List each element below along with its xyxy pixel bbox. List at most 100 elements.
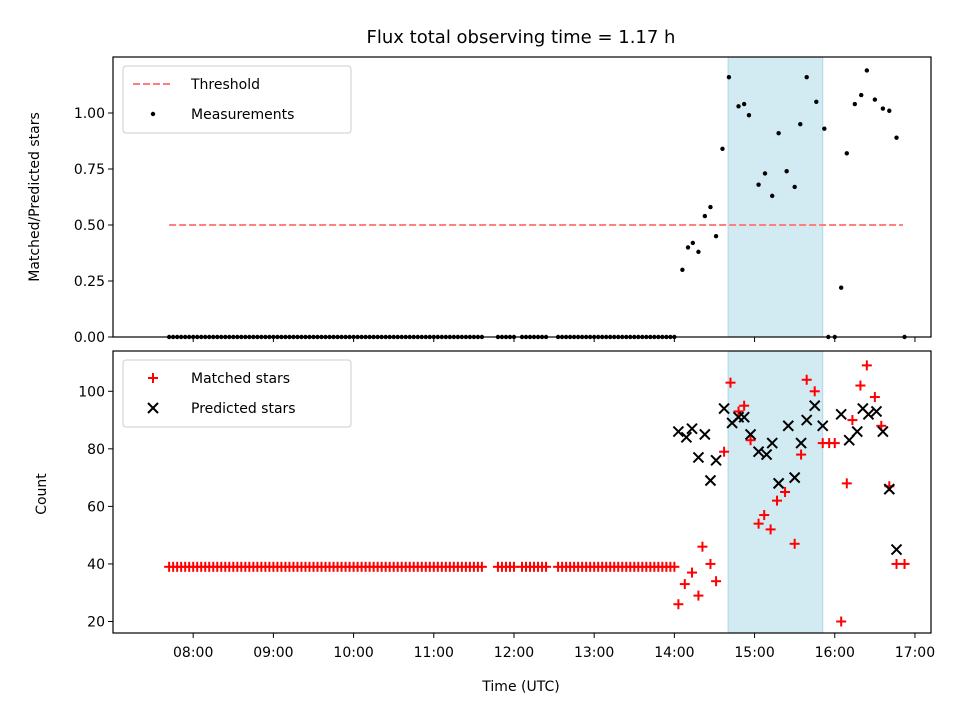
data-point [829, 438, 840, 449]
data-point [880, 106, 886, 111]
data-point-b [788, 471, 801, 484]
data-point-baseline [541, 561, 552, 572]
data-point [713, 234, 719, 239]
y-tick-label: 0.00 [74, 330, 105, 346]
data-point [859, 92, 864, 98]
data-point [704, 474, 717, 487]
highlight-band [727, 350, 824, 634]
data-point [887, 108, 892, 113]
x-tick-label: 09:00 [253, 645, 293, 661]
data-point-b [680, 431, 693, 444]
data-point [718, 402, 730, 415]
data-point [766, 437, 778, 449]
data-point-b [862, 408, 875, 421]
data-point [817, 420, 829, 432]
data-point [809, 386, 820, 397]
legend-box [122, 359, 352, 428]
data-point [809, 399, 821, 412]
data-point-b [857, 402, 869, 415]
data-point [870, 405, 883, 418]
bottom-panel: 20 40 60 80 100 08:00 09:00 10:00 11:00 12:00 13:0… [78, 350, 935, 661]
y-tick-label: 0.50 [74, 218, 105, 234]
data-point [864, 68, 870, 73]
data-point-b [877, 425, 889, 438]
data-point [746, 113, 752, 118]
data-point [685, 245, 691, 250]
data-point [776, 130, 781, 136]
data-point [804, 74, 809, 80]
data-point [708, 204, 713, 210]
data-point [739, 400, 750, 411]
data-point [696, 249, 701, 255]
data-point [861, 360, 872, 371]
legend-label: Threshold [190, 77, 260, 93]
data-point [680, 267, 685, 272]
data-point [725, 377, 736, 388]
data-point [869, 392, 880, 403]
data-point [745, 435, 756, 446]
data-point-b [782, 420, 794, 432]
legend-marker [150, 111, 156, 117]
data-point [762, 171, 768, 176]
axes-frame [112, 350, 932, 634]
data-point [752, 446, 765, 458]
legend-marker [148, 373, 158, 383]
data-point [852, 101, 858, 107]
data-point [756, 182, 761, 187]
highlight-band [727, 56, 824, 338]
data-point [894, 135, 899, 140]
x-tick-label: 08:00 [173, 645, 213, 661]
data-point-b [772, 477, 785, 490]
data-point [733, 406, 744, 417]
legend: Matched stars Predicted stars [122, 359, 352, 428]
data-point [692, 451, 705, 464]
x-tick-label: 10:00 [333, 645, 373, 661]
data-point [738, 411, 750, 423]
y-tick-label: 60 [87, 499, 105, 515]
legend: Threshold Measurements [122, 65, 352, 134]
data-point [851, 425, 863, 438]
data-point [844, 151, 849, 156]
legend-marker-b [147, 402, 159, 414]
data-point [801, 374, 812, 385]
data-point [765, 524, 776, 535]
data-point-b [692, 451, 705, 464]
x-tick-label: 15:00 [734, 645, 774, 661]
data-point [798, 122, 803, 127]
series-predicted-stars [672, 399, 903, 556]
data-point [782, 420, 794, 432]
data-point [772, 495, 783, 506]
x-tick-label: 12:00 [494, 645, 534, 661]
y-tick-label: 20 [87, 614, 105, 630]
data-point [736, 104, 741, 109]
data-point [693, 590, 704, 601]
data-point-b [752, 446, 765, 458]
data-point-baseline [669, 561, 680, 572]
data-point [672, 425, 685, 438]
x-tick-label: 13:00 [574, 645, 614, 661]
data-point-b [718, 402, 730, 415]
top-ylabel: Matched/Predicted stars [27, 112, 43, 282]
data-point [872, 97, 878, 102]
bottom-xlabel: Time (UTC) [481, 679, 559, 695]
data-point-b [851, 425, 863, 438]
data-point-b [809, 399, 821, 412]
data-point [877, 425, 889, 438]
legend-marker [147, 402, 159, 414]
data-point [855, 380, 866, 391]
data-point [690, 240, 696, 246]
data-point-b [870, 405, 883, 418]
data-point-b [760, 448, 773, 461]
x-tick-label: 14:00 [654, 645, 694, 661]
data-point [687, 567, 698, 578]
y-tick-label: 0.75 [74, 162, 105, 178]
data-point-b [704, 474, 717, 487]
legend-box [122, 65, 352, 134]
data-point [697, 541, 708, 552]
data-point [680, 431, 693, 444]
data-point-b [699, 428, 711, 441]
y-tick-label: 0.25 [74, 274, 105, 290]
data-point [770, 193, 775, 199]
data-point [838, 285, 844, 290]
